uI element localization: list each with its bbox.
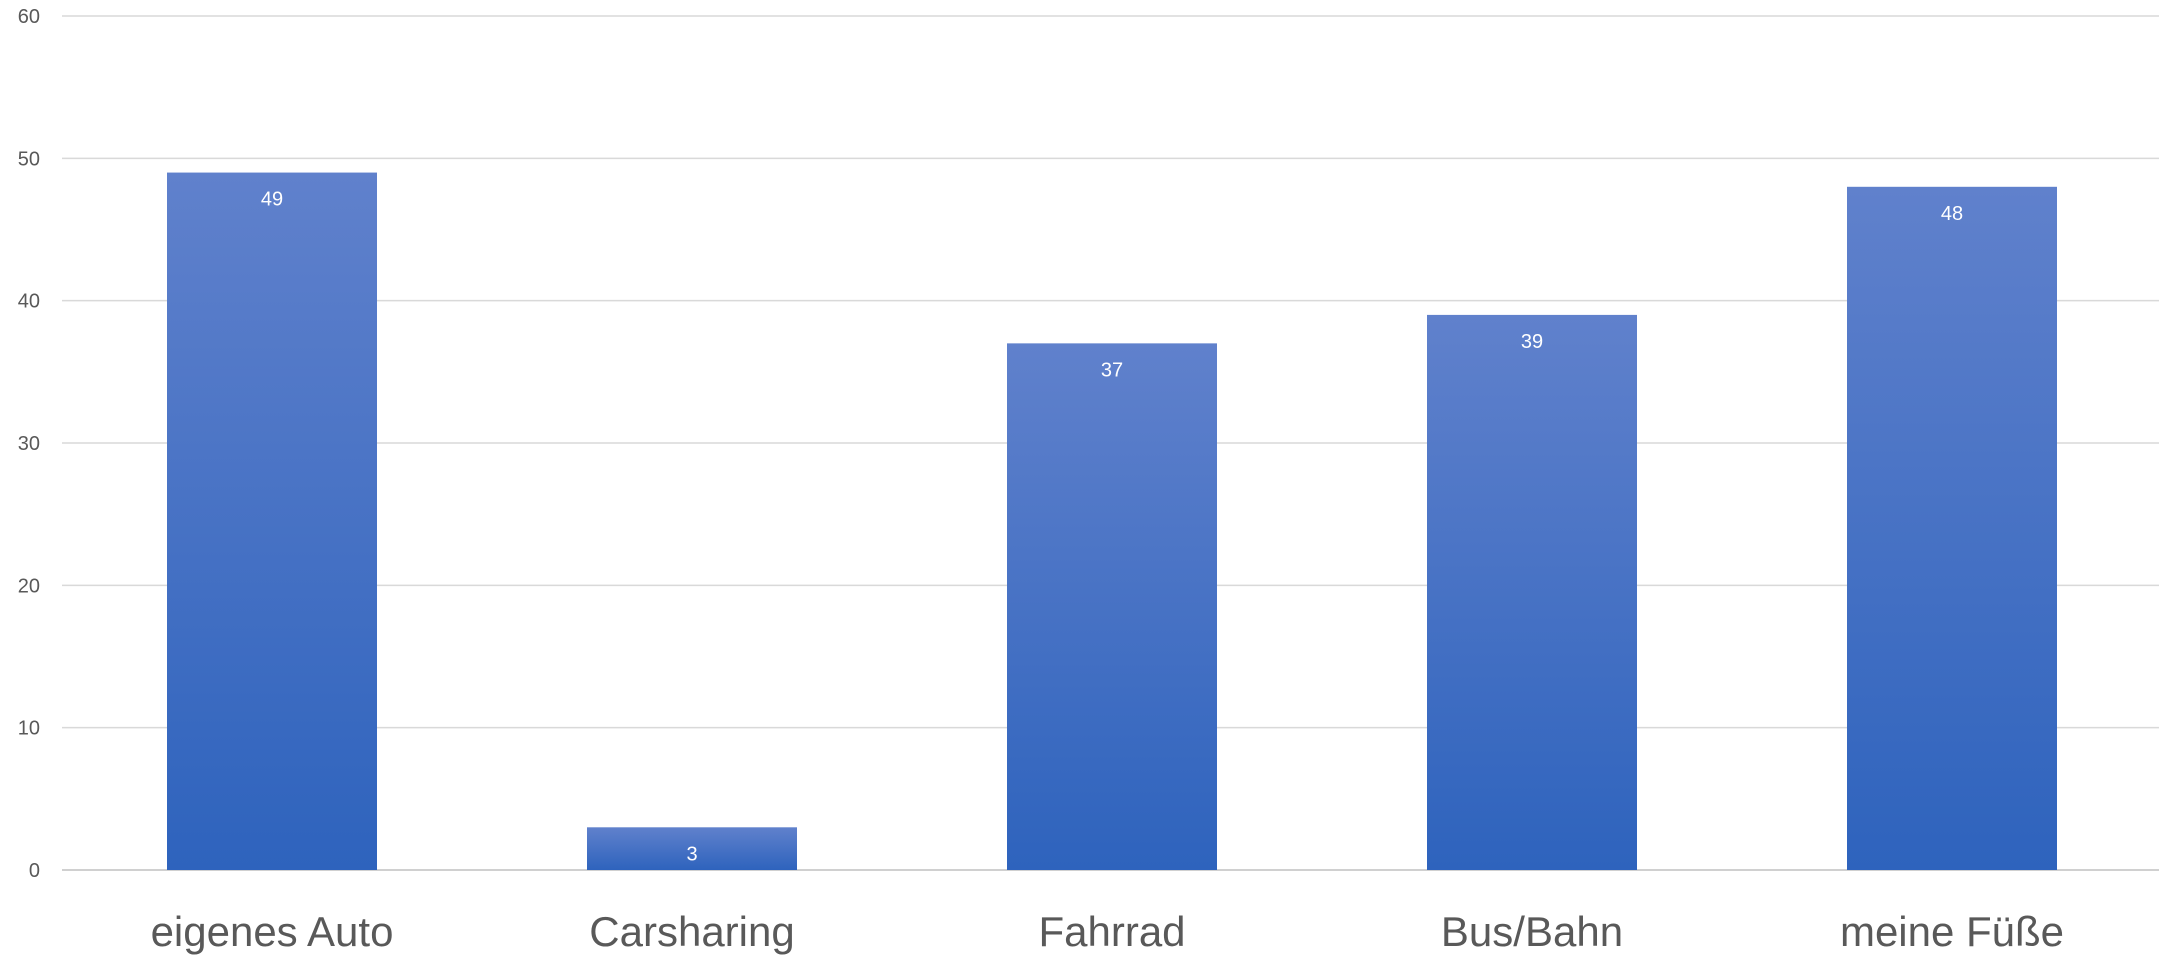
x-category-label: eigenes Auto bbox=[151, 908, 394, 955]
bar bbox=[1847, 186, 2057, 871]
y-tick-label: 30 bbox=[18, 433, 40, 455]
y-tick-label: 40 bbox=[18, 291, 40, 313]
y-tick-label: 60 bbox=[18, 6, 40, 28]
category-labels: eigenes Auto Carsharing Fahrrad Bus/Bahn mei… bbox=[151, 908, 2064, 955]
x-category-label: meine Füße bbox=[1840, 908, 2064, 955]
gridlines bbox=[62, 15, 2159, 871]
y-axis-ticks: 0 10 20 30 40 50 60 bbox=[18, 6, 40, 882]
y-tick-label: 50 bbox=[18, 148, 40, 170]
x-category-label: Carsharing bbox=[589, 908, 794, 955]
bar bbox=[1427, 314, 1637, 870]
data-label: 3 bbox=[686, 843, 697, 865]
y-tick-label: 0 bbox=[29, 860, 40, 882]
bar bbox=[167, 172, 377, 871]
data-label: 48 bbox=[1941, 203, 1963, 225]
x-category-label: Fahrrad bbox=[1038, 908, 1185, 955]
bar bbox=[587, 827, 797, 870]
y-tick-label: 10 bbox=[18, 718, 40, 740]
bar bbox=[1007, 343, 1217, 870]
data-labels: 49 3 37 39 48 bbox=[261, 189, 1963, 866]
bars bbox=[167, 172, 2057, 871]
data-label: 49 bbox=[261, 189, 283, 211]
data-label: 39 bbox=[1521, 331, 1543, 353]
x-category-label: Bus/Bahn bbox=[1441, 908, 1623, 955]
y-tick-label: 20 bbox=[18, 575, 40, 597]
data-label: 37 bbox=[1101, 359, 1123, 381]
